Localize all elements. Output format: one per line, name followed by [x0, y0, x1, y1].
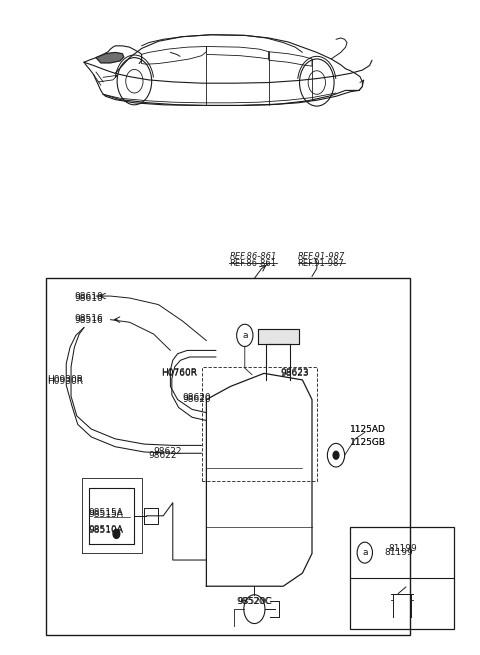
Text: 98510A: 98510A	[89, 526, 124, 535]
Text: 1125AD: 1125AD	[350, 424, 386, 434]
Text: 98623: 98623	[281, 367, 310, 377]
Text: a: a	[362, 548, 368, 557]
Text: 98610: 98610	[74, 293, 103, 303]
Text: 98515A: 98515A	[89, 508, 124, 517]
Text: H0930R: H0930R	[47, 377, 83, 386]
Polygon shape	[258, 329, 299, 344]
Text: 81199: 81199	[389, 544, 418, 553]
Text: 1125GB: 1125GB	[350, 438, 386, 447]
Text: 1125AD: 1125AD	[350, 424, 386, 434]
Text: 98520C: 98520C	[236, 597, 271, 606]
Text: 98620: 98620	[182, 393, 211, 402]
Polygon shape	[96, 52, 124, 63]
Text: REF.86-861: REF.86-861	[229, 252, 277, 261]
Text: 1125GB: 1125GB	[350, 438, 386, 447]
Text: REF.86-861: REF.86-861	[229, 259, 276, 268]
Text: 98516: 98516	[74, 314, 103, 324]
Bar	[46, 278, 410, 635]
Circle shape	[113, 529, 120, 538]
Text: 98510A: 98510A	[89, 525, 124, 534]
Text: REF.91-987: REF.91-987	[298, 259, 344, 268]
Text: 98622: 98622	[149, 451, 177, 460]
Text: 81199: 81199	[384, 548, 413, 557]
Text: 98623: 98623	[281, 369, 310, 378]
Text: 98515A: 98515A	[89, 510, 124, 519]
Text: 98620: 98620	[182, 395, 211, 404]
Text: a: a	[242, 331, 248, 340]
Text: REF.91-987: REF.91-987	[298, 252, 345, 261]
Text: H0760R: H0760R	[161, 369, 197, 378]
Text: H0760R: H0760R	[161, 367, 197, 377]
Circle shape	[333, 451, 339, 459]
Bar	[350, 527, 454, 629]
Text: 98520C: 98520C	[238, 597, 273, 606]
Text: 98516: 98516	[74, 316, 103, 326]
Text: H0930R: H0930R	[47, 375, 83, 384]
Text: 98610: 98610	[74, 291, 103, 301]
Text: 98622: 98622	[154, 447, 182, 457]
